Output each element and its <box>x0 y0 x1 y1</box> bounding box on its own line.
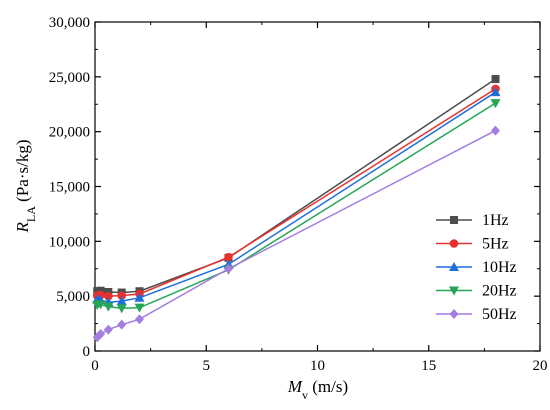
legend-item: 20Hz <box>436 283 517 300</box>
legend-marker <box>449 239 459 248</box>
data-point <box>96 329 106 340</box>
series-50Hz <box>92 125 500 343</box>
y-tick-label: 15,000 <box>49 180 90 196</box>
series-1Hz <box>93 75 500 297</box>
legend-marker <box>449 286 459 296</box>
data-point <box>490 87 501 97</box>
x-axis-title: Mv (m/s) <box>287 377 348 402</box>
data-point <box>95 300 106 310</box>
data-point <box>491 75 500 84</box>
legend-item: 10Hz <box>436 259 517 276</box>
data-point <box>116 296 127 306</box>
data-point <box>96 286 105 295</box>
legend-label: 10Hz <box>482 259 517 276</box>
y-tick-label: 5,000 <box>56 289 90 305</box>
series-20Hz <box>92 99 501 314</box>
y-axis-title-sub: LA <box>24 206 38 222</box>
legend-marker <box>449 309 459 319</box>
data-point <box>134 292 145 302</box>
legend-item: 5Hz <box>436 236 509 253</box>
data-point <box>104 291 113 301</box>
legend: 1Hz 5Hz 10Hz 20Hz 50Hz <box>436 212 517 323</box>
y-axis-title-main: R <box>13 221 32 233</box>
y-tick-label: 20,000 <box>49 125 90 141</box>
data-point <box>135 314 144 325</box>
data-point <box>224 252 233 262</box>
x-axis-title-sub: v <box>302 388 308 402</box>
data-point <box>134 303 145 313</box>
data-point <box>116 304 127 314</box>
x-tick-label: 15 <box>421 358 436 374</box>
y-tick-label: 10,000 <box>49 234 90 250</box>
x-tick-label: 20 <box>533 358 548 374</box>
series-line <box>97 91 496 303</box>
x-axis-title-main: M <box>287 377 303 396</box>
x-tick-label: 5 <box>203 358 211 374</box>
y-tick-label: 0 <box>83 344 91 360</box>
data-point <box>490 99 501 109</box>
data-point <box>103 324 113 335</box>
data-point <box>117 291 126 300</box>
series-line <box>97 102 496 309</box>
x-tick-label: 10 <box>310 358 325 374</box>
series-line <box>96 129 496 338</box>
x-axis-title-unit: (m/s) <box>308 377 348 396</box>
series-10Hz <box>92 87 501 307</box>
y-axis-title-unit: (Pa·s/kg) <box>13 140 32 207</box>
x-tick-label: 0 <box>91 358 99 374</box>
legend-marker <box>450 216 458 224</box>
legend-label: 5Hz <box>482 236 509 253</box>
data-point <box>491 125 500 136</box>
legend-label: 20Hz <box>482 283 517 300</box>
plot-frame <box>94 21 541 352</box>
data-point <box>103 302 114 312</box>
y-axis-title: RLA (Pa·s/kg) <box>13 140 38 234</box>
legend-marker <box>449 262 459 271</box>
legend-item: 1Hz <box>436 212 509 229</box>
axes: 0 5 10 15 20 0 5,000 10,000 15,000 20,000 25,000 30… <box>49 15 548 374</box>
series-layer <box>92 75 501 343</box>
data-point <box>117 319 127 330</box>
legend-item: 50Hz <box>436 306 517 323</box>
data-point <box>224 263 233 274</box>
legend-label: 1Hz <box>482 212 509 229</box>
legend-label: 50Hz <box>482 306 517 323</box>
series-line <box>97 78 496 294</box>
series-line <box>97 88 496 297</box>
y-tick-label: 30,000 <box>49 15 90 31</box>
y-tick-label: 25,000 <box>49 70 90 86</box>
